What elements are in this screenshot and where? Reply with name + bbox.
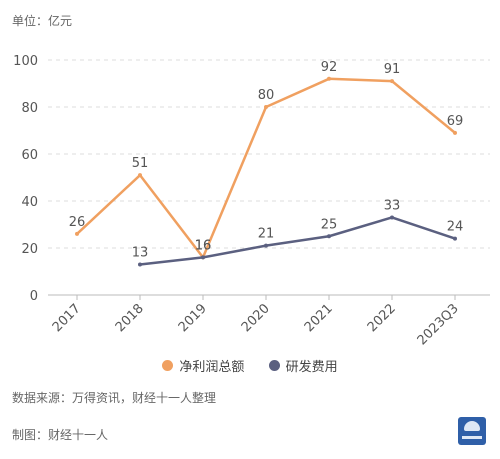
brand-logo (458, 417, 486, 445)
data-point (138, 173, 142, 178)
data-point (390, 79, 394, 84)
legend: 净利润总额 研发费用 (0, 356, 500, 375)
data-label: 51 (132, 156, 149, 171)
y-tick-label: 100 (13, 54, 38, 69)
data-label: 16 (195, 238, 212, 253)
x-tick-label: 2017 (50, 301, 84, 335)
source-note: 数据来源：万得资讯，财经十一人整理 (12, 391, 217, 405)
data-label: 13 (132, 245, 149, 260)
x-tick-label: 2018 (113, 301, 147, 335)
data-point (264, 105, 268, 109)
y-tick-label: 60 (21, 148, 38, 163)
data-label: 69 (447, 114, 464, 129)
data-label: 21 (258, 227, 275, 242)
y-tick-label: 80 (21, 101, 38, 116)
series-line-1 (139, 216, 456, 266)
data-point (390, 215, 394, 220)
x-tick-label: 2019 (176, 301, 210, 335)
data-label: 24 (447, 220, 464, 235)
data-point (201, 255, 205, 260)
legend-label-rd-expense: 研发费用 (285, 360, 338, 375)
y-tick-label: 20 (21, 242, 38, 257)
x-tick-label: 2023Q3 (415, 301, 462, 348)
data-point (75, 231, 79, 236)
legend-label-net-profit: 净利润总额 (179, 360, 245, 375)
data-point (138, 262, 142, 267)
y-tick-label: 0 (30, 289, 38, 304)
data-point (264, 243, 268, 248)
credit-note: 制图：财经十一人 (12, 428, 109, 442)
legend-dot-net-profit (162, 360, 174, 371)
logo-bar (462, 436, 482, 439)
logo-mark (464, 421, 480, 431)
legend-item-net-profit[interactable]: 净利润总额 (162, 356, 244, 375)
legend-item-rd-expense[interactable]: 研发费用 (268, 356, 338, 375)
data-point (453, 130, 457, 135)
data-point (327, 76, 331, 81)
data-label: 91 (384, 62, 401, 77)
unit-label: 单位：亿元 (12, 14, 73, 28)
x-tick-label: 2020 (239, 301, 273, 335)
data-label: 26 (69, 215, 86, 230)
data-point (453, 236, 457, 241)
x-tick-label: 2022 (365, 301, 399, 335)
data-label: 92 (321, 60, 338, 75)
data-point (327, 234, 331, 239)
data-label: 25 (321, 217, 338, 232)
x-tick-label: 2021 (302, 301, 336, 335)
y-tick-label: 40 (21, 195, 38, 210)
data-label: 16 (195, 238, 212, 253)
data-label: 80 (258, 88, 275, 103)
legend-dot-rd-expense (268, 360, 280, 371)
data-label: 33 (384, 198, 401, 213)
